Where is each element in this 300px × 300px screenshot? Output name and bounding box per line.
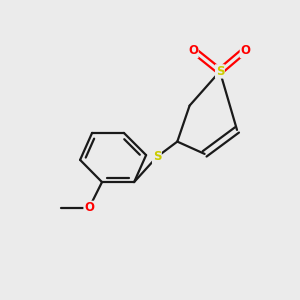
Text: O: O bbox=[84, 201, 94, 214]
Text: S: S bbox=[216, 65, 224, 78]
Text: S: S bbox=[153, 150, 161, 164]
Text: O: O bbox=[240, 44, 250, 58]
Text: O: O bbox=[188, 44, 198, 58]
